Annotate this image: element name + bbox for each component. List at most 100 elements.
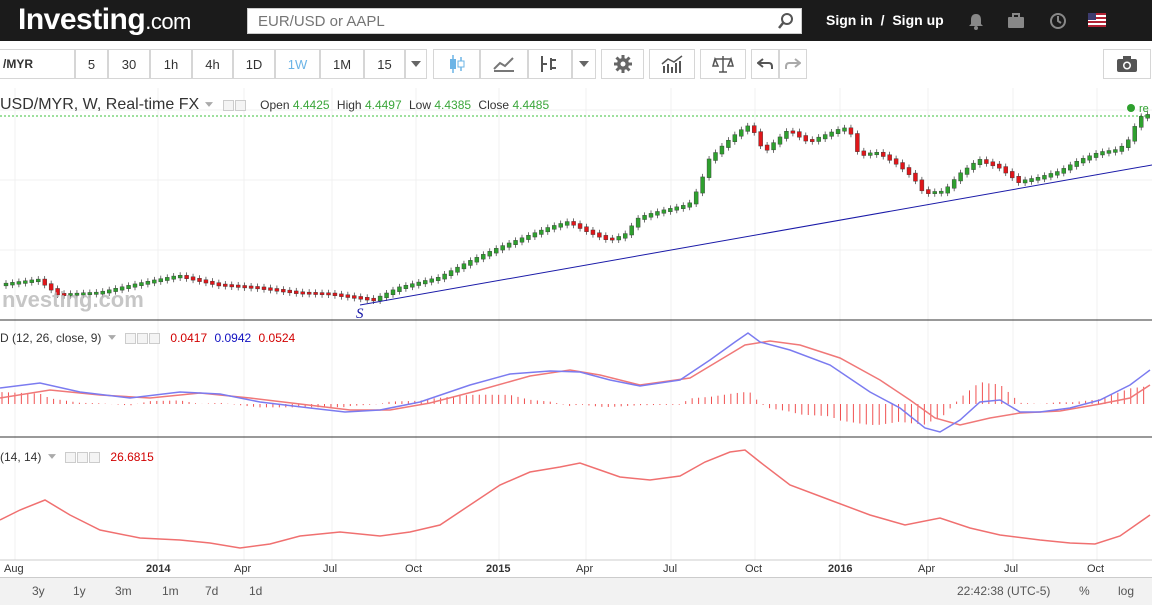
range-3m[interactable]: 3m xyxy=(115,584,132,598)
candle-body xyxy=(1087,155,1092,161)
candle-body xyxy=(584,226,589,232)
candle-body xyxy=(119,286,125,291)
gear-icon[interactable] xyxy=(137,333,149,345)
candle-body xyxy=(384,292,389,299)
sign-in-link[interactable]: Sign in xyxy=(826,12,873,28)
candle-body xyxy=(158,278,164,283)
candle-body xyxy=(913,172,918,182)
close-icon[interactable] xyxy=(149,333,161,345)
candle-body xyxy=(203,279,209,284)
candle-body xyxy=(332,292,338,296)
indicators-dropdown[interactable] xyxy=(572,49,596,79)
price-chart[interactable]: nvesting.com S re Aug 2014 Apr Jul Oct 2… xyxy=(0,88,1152,576)
candle-body xyxy=(539,229,544,235)
sign-up-link[interactable]: Sign up xyxy=(892,12,944,28)
investing-logo[interactable]: Investing.com xyxy=(18,3,191,39)
high-value: 4.4497 xyxy=(364,98,402,112)
compare-button[interactable] xyxy=(480,49,528,79)
candle-body xyxy=(1016,176,1021,183)
candle-body xyxy=(797,131,802,138)
candle-body xyxy=(294,290,299,294)
symbol-input[interactable]: /MYR xyxy=(0,49,75,79)
candle-body xyxy=(984,159,989,164)
log-scale-toggle[interactable]: log xyxy=(1118,584,1135,598)
candles-style-button[interactable] xyxy=(433,49,480,79)
rsi-title[interactable]: (14, 14) xyxy=(0,450,42,464)
candle-body xyxy=(861,150,867,156)
candle-body xyxy=(661,209,667,214)
eye-icon[interactable] xyxy=(222,100,234,112)
studies-button[interactable] xyxy=(649,49,695,79)
range-1y[interactable]: 1y xyxy=(73,584,86,598)
candle-body xyxy=(893,158,899,165)
gear-icon[interactable] xyxy=(77,452,89,464)
chevron-down-icon[interactable] xyxy=(47,454,56,459)
compare-scale-button[interactable] xyxy=(700,49,746,79)
interval-1d[interactable]: 1D xyxy=(233,49,275,79)
candle-body xyxy=(1119,145,1125,152)
search-icon[interactable] xyxy=(777,12,795,30)
interval-15[interactable]: 15 xyxy=(364,49,405,79)
redo-icon xyxy=(785,58,801,69)
clock-icon[interactable] xyxy=(1048,11,1068,31)
candle-body xyxy=(597,232,602,238)
line-chart-icon xyxy=(493,57,514,72)
interval-4h[interactable]: 4h xyxy=(192,49,233,79)
candle-body xyxy=(990,161,996,167)
candle-body xyxy=(42,278,47,286)
candle-body xyxy=(855,133,860,152)
candle-body xyxy=(61,293,67,296)
symbol-title[interactable]: USD/MYR, W, Real-time FX xyxy=(0,96,200,113)
rsi-line xyxy=(0,449,1151,549)
redo-button[interactable] xyxy=(779,49,807,79)
logo-suffix-text: .com xyxy=(145,9,191,34)
candle-body xyxy=(74,292,80,296)
interval-1w[interactable]: 1W xyxy=(275,49,320,79)
trendline-s-marker[interactable]: S xyxy=(356,306,364,322)
interval-1m[interactable]: 1M xyxy=(320,49,364,79)
range-1d[interactable]: 1d xyxy=(249,584,263,598)
gear-icon[interactable] xyxy=(234,100,246,112)
x-label: 2016 xyxy=(828,563,852,575)
interval-dropdown[interactable] xyxy=(405,49,427,79)
candle-body xyxy=(1093,152,1099,158)
x-label: Oct xyxy=(405,563,422,575)
candle-body xyxy=(519,237,525,243)
x-label: Jul xyxy=(1004,563,1018,575)
search-input[interactable] xyxy=(248,9,768,33)
snapshot-button[interactable] xyxy=(1103,49,1151,79)
top-navigation-bar: Investing.com Sign in / Sign up xyxy=(0,0,1152,41)
chevron-down-icon[interactable] xyxy=(205,102,214,107)
range-7d[interactable]: 7d xyxy=(205,584,219,598)
candle-body xyxy=(874,152,879,156)
candle-body xyxy=(126,285,131,289)
price-legend: USD/MYR, W, Real-time FX Open 4.4425 Hig… xyxy=(0,96,549,118)
candle-body xyxy=(416,281,421,286)
candle-body xyxy=(171,275,176,280)
search-box[interactable] xyxy=(247,8,802,34)
bell-icon[interactable] xyxy=(966,11,986,31)
candle-body xyxy=(1145,114,1150,119)
undo-button[interactable] xyxy=(751,49,779,79)
support-trendline[interactable] xyxy=(359,164,1152,306)
candle-body xyxy=(784,131,789,139)
macd-title[interactable]: D (12, 26, close, 9) xyxy=(0,331,102,345)
candle-body xyxy=(706,158,712,178)
settings-button[interactable] xyxy=(601,49,644,79)
indicators-button[interactable] xyxy=(528,49,572,79)
portfolio-briefcase-icon[interactable] xyxy=(1006,11,1026,31)
x-label: Apr xyxy=(234,563,251,575)
interval-5[interactable]: 5 xyxy=(75,49,108,79)
eye-icon[interactable] xyxy=(65,452,77,464)
close-icon[interactable] xyxy=(89,452,101,464)
range-1m[interactable]: 1m xyxy=(162,584,179,598)
interval-30[interactable]: 30 xyxy=(108,49,150,79)
us-flag-icon[interactable] xyxy=(1088,13,1106,27)
candle-body xyxy=(513,240,518,245)
percent-scale-toggle[interactable]: % xyxy=(1079,584,1090,598)
chevron-down-icon[interactable] xyxy=(107,335,116,340)
interval-1h[interactable]: 1h xyxy=(150,49,192,79)
range-3y[interactable]: 3y xyxy=(32,584,45,598)
eye-icon[interactable] xyxy=(125,333,137,345)
candle-body xyxy=(590,229,596,235)
